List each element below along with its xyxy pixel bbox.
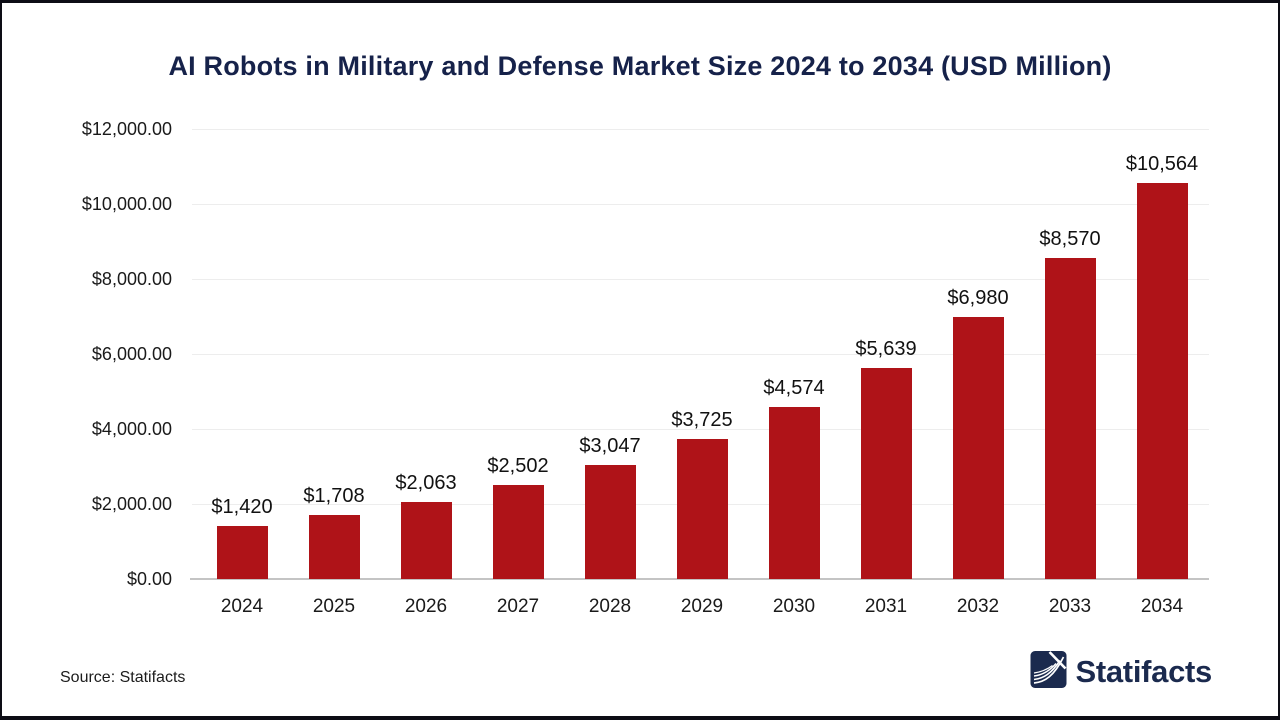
bar <box>860 367 912 579</box>
bar <box>216 525 268 579</box>
bar <box>584 464 636 579</box>
gridline <box>192 279 1209 280</box>
x-axis-tick-label: 2029 <box>680 596 724 617</box>
bar-value-label: $2,063 <box>395 471 457 494</box>
bar-chart: $0.00 $2,000.00 $4,000.00 $6,000.00 $8,000.0… <box>2 3 1278 716</box>
bar-value-label: $3,047 <box>579 434 641 457</box>
y-axis-tick-label: $2,000.00 <box>91 494 172 514</box>
x-axis-tick-label: 2028 <box>588 596 632 617</box>
statifacts-wave-icon <box>1030 649 1067 694</box>
gridline <box>192 354 1209 355</box>
bar-value-label: $6,980 <box>947 287 1009 310</box>
brand-name: Statifacts <box>1075 653 1212 689</box>
y-axis-tick-label: $6,000.00 <box>91 344 172 364</box>
statifacts-logo: Statifacts <box>1030 649 1212 694</box>
y-axis-tick-label: $12,000.00 <box>81 119 172 139</box>
x-axis-tick-label: 2030 <box>772 596 816 617</box>
source-text: Source: Statifacts <box>60 669 186 686</box>
bar <box>952 317 1004 579</box>
gridline <box>192 204 1209 205</box>
gridline <box>192 129 1209 130</box>
bar <box>768 407 820 579</box>
gridline <box>192 429 1209 430</box>
bar <box>1044 257 1096 579</box>
bar-value-label: $2,502 <box>487 455 549 478</box>
bar <box>676 439 728 579</box>
x-axis-tick-label: 2025 <box>312 596 356 617</box>
x-axis-tick-label: 2032 <box>956 596 1000 617</box>
x-axis-tick-label: 2024 <box>220 596 264 617</box>
bar <box>1136 182 1188 579</box>
y-axis-tick-label: $0.00 <box>126 569 172 589</box>
bar-value-label: $8,570 <box>1039 227 1101 250</box>
y-axis-tick-label: $8,000.00 <box>91 269 172 289</box>
y-axis-tick-label: $4,000.00 <box>91 419 172 439</box>
bar-value-label: $4,574 <box>763 377 825 400</box>
x-axis-line <box>190 578 1209 580</box>
bar-value-label: $3,725 <box>671 409 733 432</box>
x-axis-tick-label: 2027 <box>496 596 540 617</box>
x-axis-tick-label: 2033 <box>1048 596 1092 617</box>
x-axis-tick-label: 2026 <box>404 596 448 617</box>
bar-value-label: $1,420 <box>211 495 273 518</box>
x-axis-tick-label: 2034 <box>1140 596 1184 617</box>
bar-value-label: $5,639 <box>855 337 917 360</box>
bar-value-label: $1,708 <box>303 484 365 507</box>
bar <box>492 485 544 579</box>
bar <box>400 501 452 579</box>
chart-title: AI Robots in Military and Defense Market… <box>168 51 1112 81</box>
y-axis-tick-label: $10,000.00 <box>81 194 172 214</box>
x-axis-tick-label: 2031 <box>864 596 908 617</box>
bar <box>308 514 360 579</box>
bar-value-label: $10,564 <box>1125 152 1199 175</box>
